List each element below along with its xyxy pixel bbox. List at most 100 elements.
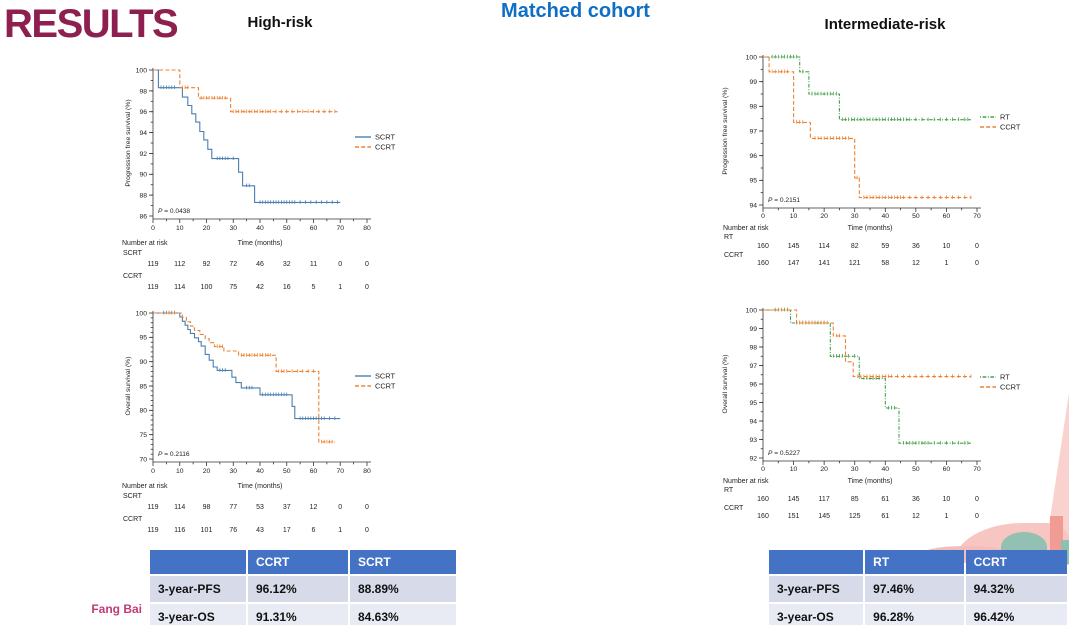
risk-count: 116 bbox=[174, 527, 185, 534]
risk-count: 76 bbox=[229, 527, 237, 534]
risk-count: 114 bbox=[819, 243, 830, 250]
svg-text:95: 95 bbox=[749, 178, 757, 185]
risk-count: 112 bbox=[174, 261, 185, 268]
curve-rt bbox=[763, 56, 971, 121]
risk-count: 0 bbox=[338, 261, 342, 268]
table-row: 3-year-PFS 97.46% 94.32% bbox=[769, 576, 1067, 602]
svg-text:50: 50 bbox=[283, 468, 291, 475]
svg-text:93: 93 bbox=[749, 437, 757, 444]
table-header-cell: RT bbox=[865, 550, 964, 574]
svg-text:96: 96 bbox=[749, 381, 757, 388]
risk-count: 0 bbox=[365, 504, 369, 511]
censor-marks-ccrt bbox=[165, 310, 333, 444]
x-axis-label: Time (months) bbox=[848, 478, 893, 485]
curve-scrt bbox=[153, 69, 341, 203]
y-axis-label: Overall survival (%) bbox=[125, 357, 132, 416]
x-axis-label: Time (months) bbox=[848, 225, 893, 232]
svg-text:30: 30 bbox=[851, 213, 859, 220]
risk-count: 145 bbox=[788, 243, 800, 250]
table-row: 3-year-OS 91.31% 84.63% bbox=[150, 604, 456, 625]
risk-count: 36 bbox=[912, 243, 920, 250]
risk-count: 61 bbox=[881, 496, 889, 503]
svg-text:70: 70 bbox=[973, 466, 981, 473]
risk-count: 147 bbox=[788, 260, 800, 267]
risk-count: 92 bbox=[203, 261, 211, 268]
risk-count: 125 bbox=[849, 513, 861, 520]
risk-count: 160 bbox=[757, 243, 769, 250]
table-cell: 96.28% bbox=[865, 604, 964, 625]
table-cell: 96.12% bbox=[248, 576, 348, 602]
risk-count: 77 bbox=[229, 504, 237, 511]
risk-count: 43 bbox=[256, 527, 264, 534]
svg-text:40: 40 bbox=[882, 466, 890, 473]
svg-text:75: 75 bbox=[139, 432, 147, 439]
risk-count: 160 bbox=[757, 260, 769, 267]
curve-rt bbox=[763, 309, 971, 444]
risk-count: 0 bbox=[338, 504, 342, 511]
risk-count: 12 bbox=[912, 260, 920, 267]
risk-count: 46 bbox=[256, 261, 264, 268]
svg-text:70: 70 bbox=[973, 213, 981, 220]
svg-text:10: 10 bbox=[790, 466, 798, 473]
censor-marks-ccrt bbox=[774, 307, 972, 378]
censor-marks-rt bbox=[771, 54, 969, 122]
svg-text:0: 0 bbox=[761, 213, 765, 220]
risk-count: 145 bbox=[818, 513, 830, 520]
legend-label: CCRT bbox=[1000, 383, 1021, 392]
risk-count: 114 bbox=[174, 504, 185, 511]
matched-cohort-heading: Matched cohort bbox=[501, 0, 650, 22]
intermediate-risk-heading: Intermediate-risk bbox=[824, 16, 946, 33]
svg-text:30: 30 bbox=[229, 468, 237, 475]
risk-count: 16 bbox=[283, 284, 291, 291]
svg-text:98: 98 bbox=[139, 88, 147, 95]
p-value: P = 0.2116 bbox=[158, 451, 190, 458]
svg-text:99: 99 bbox=[749, 79, 757, 86]
risk-count: 151 bbox=[788, 513, 800, 520]
svg-text:60: 60 bbox=[943, 466, 951, 473]
svg-text:95: 95 bbox=[139, 335, 147, 342]
risk-count: 160 bbox=[757, 496, 769, 503]
svg-text:30: 30 bbox=[229, 225, 237, 232]
number-at-risk-label: Number at risk bbox=[723, 478, 769, 485]
risk-count: 114 bbox=[174, 284, 185, 291]
svg-text:40: 40 bbox=[256, 225, 264, 232]
risk-count: 160 bbox=[757, 513, 769, 520]
risk-count: 10 bbox=[943, 243, 951, 250]
svg-text:60: 60 bbox=[943, 213, 951, 220]
risk-count: 0 bbox=[975, 496, 979, 503]
axes bbox=[149, 311, 371, 466]
risk-count: 119 bbox=[147, 284, 158, 291]
risk-count: 12 bbox=[912, 513, 920, 520]
axes bbox=[149, 68, 371, 223]
svg-text:92: 92 bbox=[139, 151, 147, 158]
risk-count: 72 bbox=[229, 261, 237, 268]
curve-ccrt bbox=[763, 56, 971, 199]
legend-label: SCRT bbox=[375, 133, 395, 142]
table-row: 3-year-PFS 96.12% 88.89% bbox=[150, 576, 456, 602]
risk-count: 1 bbox=[944, 260, 948, 267]
number-at-risk-label: Number at risk bbox=[122, 483, 168, 490]
svg-text:70: 70 bbox=[139, 456, 147, 463]
table-header-cell: CCRT bbox=[248, 550, 348, 574]
summary-table-intermediate-risk: RT CCRT 3-year-PFS 97.46% 94.32% 3-year-OS 96.… bbox=[767, 548, 1069, 625]
risk-count: 119 bbox=[147, 261, 158, 268]
svg-text:60: 60 bbox=[310, 468, 318, 475]
curve-ccrt bbox=[153, 69, 338, 113]
curve-ccrt bbox=[153, 312, 335, 443]
svg-text:0: 0 bbox=[761, 466, 765, 473]
svg-text:95: 95 bbox=[749, 400, 757, 407]
table-cell: 84.63% bbox=[350, 604, 456, 625]
risk-group-label: CCRT bbox=[724, 252, 744, 259]
table-cell: 97.46% bbox=[865, 576, 964, 602]
risk-count: 6 bbox=[312, 527, 316, 534]
svg-text:10: 10 bbox=[176, 225, 184, 232]
svg-text:96: 96 bbox=[749, 153, 757, 160]
risk-count: 101 bbox=[201, 527, 213, 534]
risk-count: 85 bbox=[851, 496, 859, 503]
